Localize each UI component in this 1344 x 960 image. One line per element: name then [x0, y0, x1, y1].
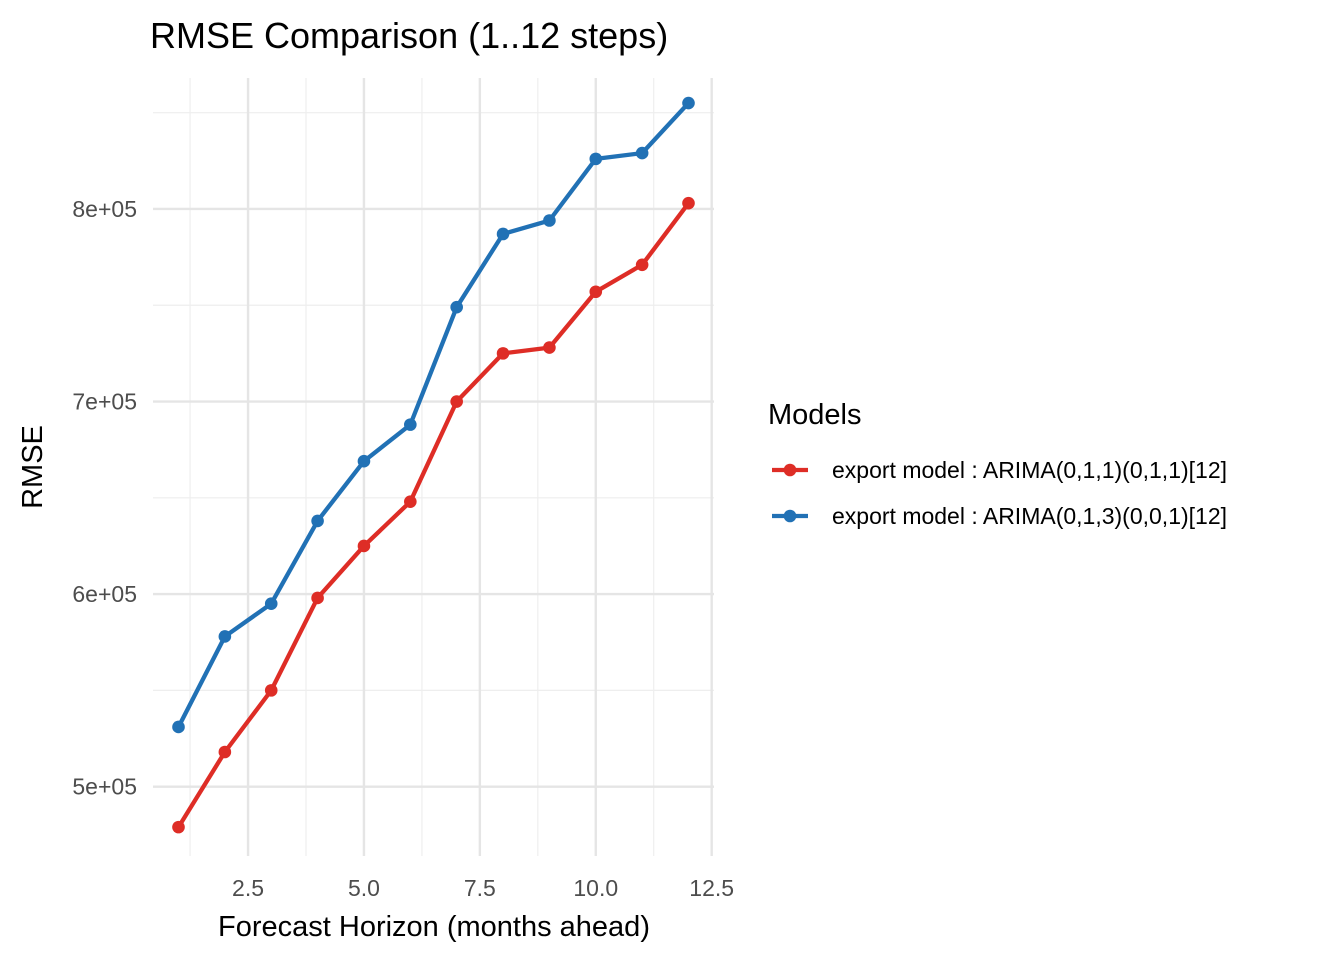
x-tick-label: 10.0: [573, 875, 618, 901]
legend-key-point: [783, 463, 797, 477]
x-tick-label: 12.5: [689, 875, 734, 901]
y-tick-label: 8e+05: [72, 196, 137, 222]
legend-title: Models: [768, 399, 862, 431]
legend-item: export model : ARIMA(0,1,3)(0,0,1)[12]: [772, 503, 1227, 529]
data-point: [543, 214, 556, 227]
legend-items: export model : ARIMA(0,1,1)(0,1,1)[12] ex…: [772, 457, 1227, 529]
series-2: [172, 96, 695, 734]
data-point: [264, 597, 278, 611]
data-point: [218, 745, 232, 759]
data-point: [311, 591, 324, 605]
legend-key-point: [783, 509, 797, 523]
data-point: [218, 630, 232, 643]
data-point: [589, 285, 603, 299]
legend-item: export model : ARIMA(0,1,1)(0,1,1)[12]: [772, 457, 1227, 483]
x-tick-label: 5.0: [348, 875, 380, 901]
series-line: [176, 201, 691, 829]
series-layer: [172, 96, 695, 834]
x-axis-title: Forecast Horizon (months ahead): [218, 911, 650, 943]
legend-label: export model : ARIMA(0,1,1)(0,1,1)[12]: [832, 457, 1227, 483]
y-tick-label: 6e+05: [72, 581, 137, 607]
series-1: [172, 196, 695, 834]
data-point: [450, 300, 463, 314]
data-point: [404, 495, 417, 508]
x-axis-ticks: 2.5 5.0 7.5 10.0 12.5: [232, 875, 734, 901]
y-axis-title: RMSE: [17, 425, 49, 509]
data-point: [172, 820, 185, 834]
y-axis-ticks: 5e+05 6e+05 7e+05 8e+05: [72, 196, 137, 800]
data-point: [357, 539, 371, 553]
y-tick-label: 7e+05: [72, 389, 137, 415]
data-point: [404, 418, 417, 431]
x-tick-label: 2.5: [232, 875, 264, 901]
x-tick-label: 7.5: [464, 875, 496, 901]
data-point: [311, 514, 324, 528]
legend-label: export model : ARIMA(0,1,3)(0,0,1)[12]: [832, 503, 1227, 529]
y-tick-label: 5e+05: [72, 774, 137, 800]
data-point: [264, 684, 278, 697]
legend: Models export model : ARIMA(0,1,1)(0,1,1…: [768, 399, 1227, 529]
data-point: [172, 720, 185, 734]
data-point: [496, 347, 510, 360]
plot-grid: [153, 78, 714, 856]
data-point: [496, 227, 510, 241]
data-point: [589, 152, 603, 166]
data-point: [682, 96, 695, 110]
data-point: [635, 146, 649, 160]
data-point: [543, 341, 556, 354]
series-line: [176, 101, 691, 728]
data-point: [635, 258, 649, 272]
data-point: [450, 395, 463, 408]
chart-title: RMSE Comparison (1..12 steps): [150, 15, 668, 56]
data-point: [357, 454, 371, 468]
data-point: [682, 196, 695, 210]
